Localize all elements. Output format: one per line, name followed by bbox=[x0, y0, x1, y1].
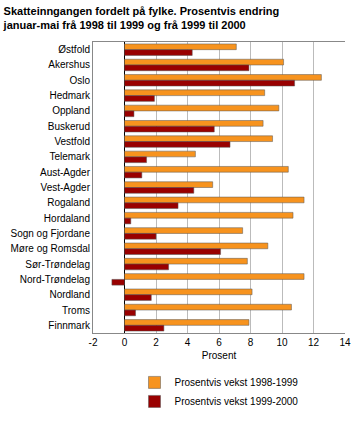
svg-text:Nord-Trøndelag: Nord-Trøndelag bbox=[20, 274, 90, 285]
svg-text:6: 6 bbox=[216, 337, 222, 348]
svg-text:10: 10 bbox=[276, 337, 288, 348]
svg-text:Prosent: Prosent bbox=[202, 350, 237, 361]
svg-text:Rogaland: Rogaland bbox=[47, 197, 90, 208]
svg-text:Prosentvis vekst 1999-2000: Prosentvis vekst 1999-2000 bbox=[175, 396, 299, 407]
svg-text:Hedmark: Hedmark bbox=[49, 90, 91, 101]
svg-text:Prosentvis vekst 1998-1999: Prosentvis vekst 1998-1999 bbox=[175, 377, 299, 388]
svg-text:Buskerud: Buskerud bbox=[48, 121, 90, 132]
svg-text:Skatteinngangen fordelt på fyl: Skatteinngangen fordelt på fylke. Prosen… bbox=[3, 5, 280, 31]
svg-text:Aust-Agder: Aust-Agder bbox=[40, 167, 91, 178]
svg-text:Møre og Romsdal: Møre og Romsdal bbox=[11, 243, 90, 254]
svg-text:Nordland: Nordland bbox=[49, 289, 90, 300]
svg-text:Finnmark: Finnmark bbox=[48, 320, 91, 331]
svg-text:Hordaland: Hordaland bbox=[44, 213, 90, 224]
svg-text:14: 14 bbox=[339, 337, 351, 348]
svg-text:Vestfold: Vestfold bbox=[54, 136, 90, 147]
svg-text:Østfold: Østfold bbox=[58, 44, 90, 55]
svg-text:Troms: Troms bbox=[62, 305, 90, 316]
svg-text:0: 0 bbox=[122, 337, 128, 348]
svg-text:Telemark: Telemark bbox=[49, 151, 91, 162]
svg-text:2: 2 bbox=[153, 337, 159, 348]
svg-text:Sogn og Fjordane: Sogn og Fjordane bbox=[10, 228, 90, 239]
svg-text:4: 4 bbox=[185, 337, 191, 348]
svg-text:Sør-Trøndelag: Sør-Trøndelag bbox=[25, 259, 90, 270]
svg-text:12: 12 bbox=[308, 337, 320, 348]
svg-text:Oslo: Oslo bbox=[69, 75, 90, 86]
svg-text:8: 8 bbox=[248, 337, 254, 348]
svg-text:Akershus: Akershus bbox=[48, 59, 90, 70]
svg-text:-2: -2 bbox=[89, 337, 98, 348]
svg-text:Vest-Agder: Vest-Agder bbox=[41, 182, 91, 193]
svg-text:Oppland: Oppland bbox=[52, 105, 90, 116]
